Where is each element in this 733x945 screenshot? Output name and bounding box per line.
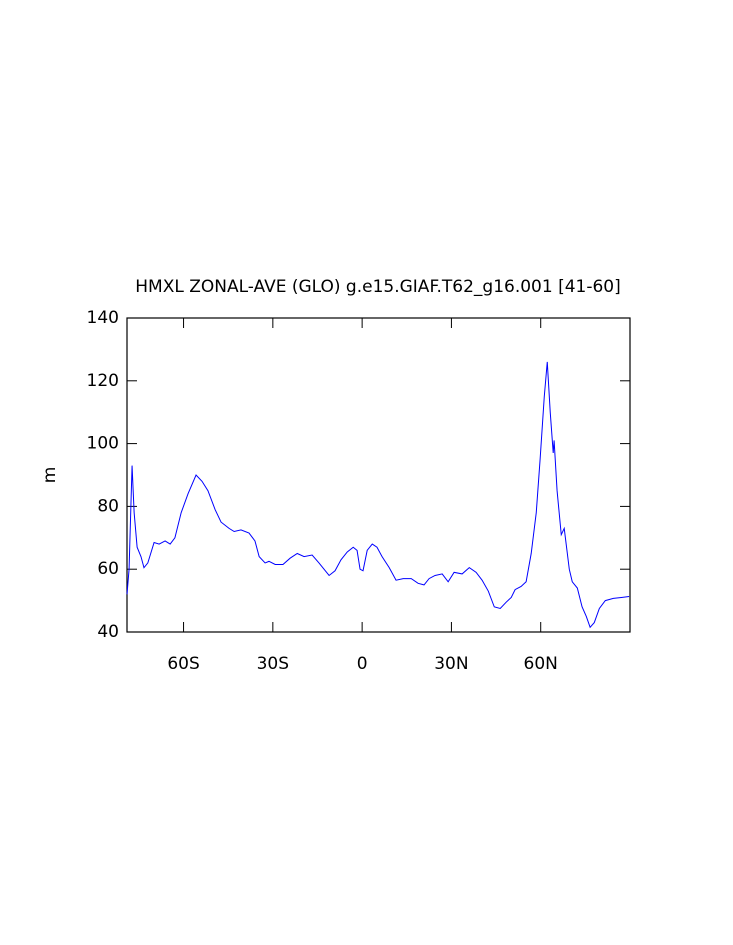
y-tick-label: 40 <box>97 622 119 642</box>
x-tick-label: 60N <box>524 654 558 674</box>
x-tick-label: 60S <box>167 654 199 674</box>
y-tick-label: 80 <box>97 496 119 516</box>
x-tick-label: 0 <box>357 654 368 674</box>
y-tick-label: 140 <box>87 308 119 328</box>
chart-title: HMXL ZONAL-AVE (GLO) g.e15.GIAF.T62_g16.… <box>135 277 621 297</box>
y-tick-label: 60 <box>97 559 119 579</box>
y-tick-label: 120 <box>87 371 119 391</box>
y-tick-label: 100 <box>87 434 119 454</box>
data-line <box>126 361 630 629</box>
y-axis-label: m <box>40 467 60 484</box>
plot-frame <box>126 317 631 633</box>
x-tick-label: 30S <box>257 654 289 674</box>
x-tick-label: 30N <box>434 654 468 674</box>
